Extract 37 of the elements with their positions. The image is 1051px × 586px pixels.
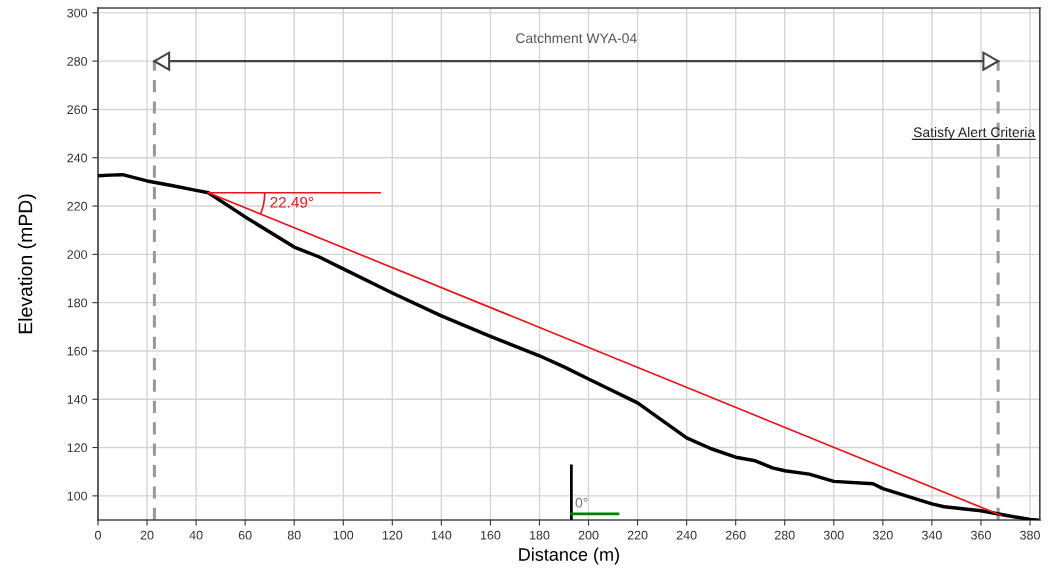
- x-tick-label: 100: [333, 530, 354, 540]
- x-tick-label: 280: [774, 530, 795, 540]
- y-axis-title: Elevation (mPD): [18, 194, 37, 334]
- x-tick-label: 220: [627, 530, 648, 540]
- x-tick-label: 340: [921, 530, 942, 540]
- annotation: Catchment WYA-04: [516, 32, 637, 44]
- y-tick-label: 140: [67, 395, 88, 404]
- y-tick-label: 180: [67, 298, 88, 308]
- x-tick-label: 300: [823, 530, 844, 540]
- x-tick-label: 180: [530, 530, 550, 540]
- y-tick-label: 100: [67, 491, 88, 501]
- x-tick-label: 80: [287, 530, 301, 540]
- y-tick-label: 240: [67, 153, 88, 163]
- annotation: Satisfy Alert Criteria: [913, 126, 1036, 140]
- y-tick-label: 260: [67, 105, 88, 115]
- x-axis-title: Distance (m): [519, 547, 619, 565]
- y-tick-label: 160: [67, 346, 88, 356]
- x-tick-label: 160: [480, 530, 501, 540]
- x-tick-label: 60: [238, 530, 252, 540]
- x-tick-label: 320: [872, 530, 893, 540]
- annotation: 0°: [575, 497, 588, 508]
- x-tick-label: 20: [140, 530, 154, 540]
- y-tick-label: 200: [67, 250, 88, 259]
- x-tick-label: 140: [431, 530, 452, 540]
- x-tick-label: 40: [189, 530, 203, 540]
- x-tick-label: 120: [382, 530, 403, 540]
- x-tick-label: 260: [725, 530, 746, 540]
- y-tick-label: 120: [67, 443, 88, 453]
- x-tick-label: 240: [676, 530, 697, 540]
- annotation: 22.49°: [270, 196, 314, 208]
- x-tick-label: 200: [578, 530, 599, 540]
- y-tick-label: 220: [67, 201, 88, 211]
- x-tick-label: 360: [971, 530, 991, 540]
- y-tick-label: 280: [67, 56, 88, 66]
- y-tick-label: 300: [67, 8, 88, 18]
- x-tick-label: 0: [95, 530, 101, 540]
- x-tick-label: 380: [1020, 530, 1040, 540]
